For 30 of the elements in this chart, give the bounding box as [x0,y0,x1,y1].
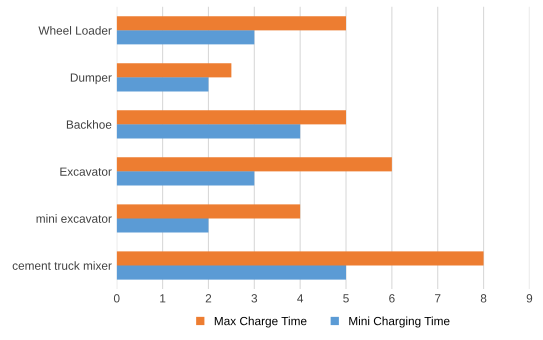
bar [116,157,392,172]
x-tick-label: 7 [435,294,440,302]
bar [116,77,208,92]
bar [116,171,254,186]
y-tick-label: cement truck mixer [12,261,112,270]
bar [116,124,300,138]
x-tick-label: 4 [297,294,304,302]
legend-label: Mini Charging Time [349,316,450,328]
x-tick-label: 1 [160,294,166,302]
bar [116,16,346,30]
legend-label: Max Charge Time [214,316,306,328]
bar [116,251,484,266]
x-tick-label: 9 [526,294,532,303]
y-tick-label: Wheel Loader [38,26,112,35]
bar [116,204,300,218]
x-tick-label: 0 [114,294,120,303]
bar [116,63,232,78]
x-tick-label: 2 [206,294,212,302]
y-tick-label: Excavator [60,168,112,176]
x-tick-label: 6 [389,294,395,303]
bar [116,110,346,124]
y-tick-label: Backhoe [66,120,112,129]
x-tick-label: 5 [343,294,349,303]
y-tick-label: mini excavator [36,214,112,223]
bar [116,218,208,233]
y-tick-label: Dumper [70,74,112,84]
x-tick-label: 8 [480,294,486,303]
bar [116,265,346,280]
bar [116,30,254,44]
x-tick-label: 3 [251,294,258,303]
